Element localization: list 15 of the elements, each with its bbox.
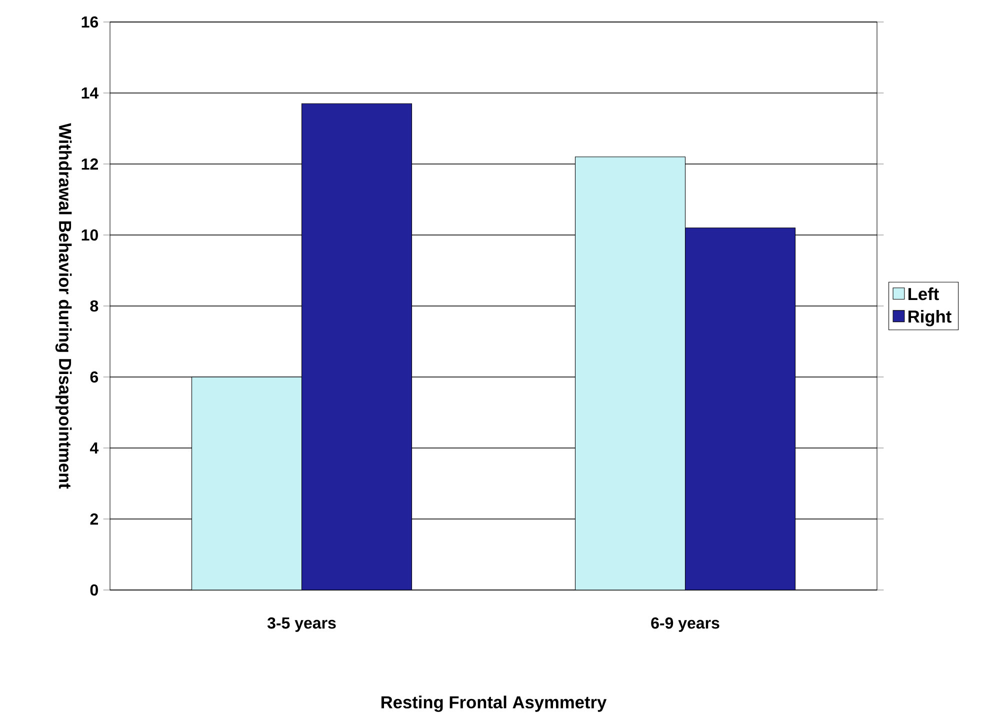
y-axis-title: Withdrawal Behavior during Disappointment <box>55 122 72 489</box>
y-tick-label: 4 <box>90 442 99 454</box>
legend-label: Right <box>908 310 952 326</box>
y-tick-label: 2 <box>90 513 98 524</box>
y-tick-label: 16 <box>82 16 98 28</box>
y-tick-label: 6 <box>90 371 98 382</box>
x-tick-label: 3-5 years <box>267 617 336 632</box>
x-axis-title: Resting Frontal Asymmetry <box>381 696 607 712</box>
y-tick-label: 0 <box>90 584 98 596</box>
y-tick-label: 10 <box>82 229 98 240</box>
y-tick-label: 8 <box>90 300 98 312</box>
x-tick-label: 6-9 years <box>651 617 720 632</box>
legend-label: Left <box>908 287 939 300</box>
y-tick-label: 14 <box>82 87 99 98</box>
y-tick-label: 12 <box>82 158 98 170</box>
